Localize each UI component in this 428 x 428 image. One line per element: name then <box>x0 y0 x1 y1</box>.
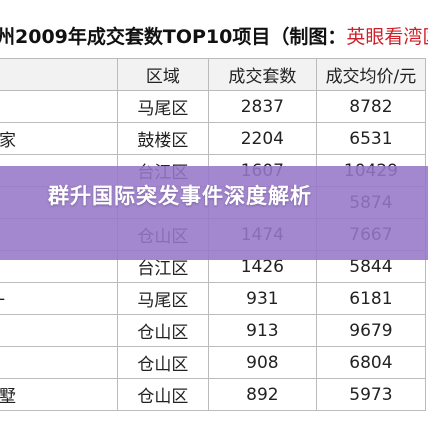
header-cell: 成交套数 <box>207 58 317 91</box>
table-cell: 913 <box>207 314 317 347</box>
table-cell: 鼓楼区 <box>116 122 209 155</box>
table-cell: 仓山区 <box>116 378 209 411</box>
header-row: 区域 成交套数 成交均价/元 <box>0 58 427 91</box>
table-cell: 仓山区 <box>116 346 209 379</box>
table-cell: 墅 <box>0 378 118 411</box>
table-cell: 6804 <box>315 346 427 379</box>
table-row: 仓山区 908 6804 <box>0 346 427 379</box>
table-cell: 马尾区 <box>116 282 209 315</box>
table-cell: 2837 <box>207 90 317 123</box>
table-cell: 931 <box>207 282 317 315</box>
table-cell: 家 <box>0 122 118 155</box>
table-cell <box>0 314 118 347</box>
table-cell: 2204 <box>207 122 317 155</box>
table-cell: 仓山区 <box>116 314 209 347</box>
table-row: 墅仓山区 892 5973 <box>0 378 427 411</box>
table-cell: 9679 <box>315 314 427 347</box>
table-cell: 908 <box>207 346 317 379</box>
table-row: 马尾区 2837 8782 <box>0 90 427 123</box>
table-cell: 6181 <box>315 282 427 315</box>
table-cell: - <box>0 282 118 315</box>
table-cell: 6531 <box>315 122 427 155</box>
table-cell: 892 <box>207 378 317 411</box>
banner-text[interactable]: 群升国际突发事件深度解析 <box>48 184 312 208</box>
table-row: 仓山区 913 9679 <box>0 314 427 347</box>
banner[interactable]: 群升国际突发事件深度解析 <box>0 166 428 260</box>
table-row: 家鼓楼区 2204 6531 <box>0 122 427 155</box>
table-cell <box>0 346 118 379</box>
title-main: 州2009年成交套数TOP10项目（制图： <box>0 26 347 48</box>
header-cell: 成交均价/元 <box>315 58 427 91</box>
header-cell <box>0 58 118 91</box>
table-cell: 8782 <box>315 90 427 123</box>
table-cell: 5973 <box>315 378 427 411</box>
table-cell <box>0 90 118 123</box>
table-cell: 马尾区 <box>116 90 209 123</box>
header-cell: 区域 <box>116 58 209 91</box>
